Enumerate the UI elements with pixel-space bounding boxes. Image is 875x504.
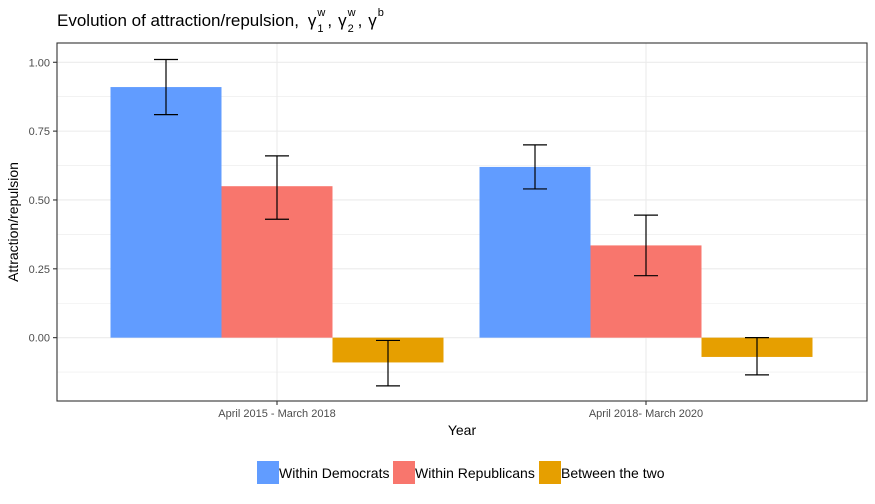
error-bar	[376, 339, 400, 387]
legend-key	[393, 461, 415, 484]
error-bar	[154, 58, 178, 116]
error-bar	[745, 337, 769, 376]
symbol-base: γ	[308, 11, 317, 30]
legend-label: Within Democrats	[279, 465, 389, 481]
symbol-subscript: 2	[348, 23, 354, 35]
symbol-subscript: 1	[317, 23, 323, 35]
legend-label: Within Republicans	[415, 465, 535, 481]
x-tick-label: April 2018- March 2020	[589, 408, 703, 420]
symbol-superscript: w	[347, 7, 356, 19]
legend-key	[257, 461, 279, 484]
y-axis: 0.00 0.25 0.50 0.75 1.00	[29, 57, 57, 345]
error-bar	[265, 155, 289, 220]
title-text: Evolution of attraction/repulsion,	[57, 11, 299, 30]
legend-label: Between the two	[561, 465, 665, 481]
symbol-base: γ	[338, 11, 347, 30]
bar	[110, 87, 222, 338]
symbol-superscript: b	[378, 7, 384, 19]
error-bar	[634, 214, 658, 277]
y-tick-label: 0.75	[29, 126, 50, 138]
legend-key	[539, 461, 561, 484]
x-axis: April 2015 - March 2018 April 2018- March…	[218, 401, 703, 420]
symbol-base: γ	[368, 11, 377, 30]
x-tick-label: April 2015 - March 2018	[218, 408, 335, 420]
error-bars	[56, 42, 868, 402]
legend: Within Democrats Within Republicans Betwee…	[257, 461, 665, 484]
title-separator: ,	[327, 11, 332, 30]
y-tick-label: 1.00	[29, 57, 50, 69]
legend-item: Within Democrats	[257, 461, 389, 484]
gamma-symbol: γ w 2,	[338, 7, 362, 35]
legend-item: Within Republicans	[393, 461, 535, 484]
chart-title: Evolution of attraction/repulsion, γ w1, γ w…	[57, 7, 384, 35]
panel-border	[56, 42, 868, 402]
bars	[110, 87, 813, 363]
title-separator: ,	[358, 11, 363, 30]
symbol-superscript: w	[316, 7, 325, 19]
y-axis-title: Attraction/repulsion	[5, 162, 21, 282]
gamma-symbol: γ w 1,	[308, 7, 332, 35]
y-tick-label: 0.00	[29, 333, 50, 345]
error-bar	[523, 144, 547, 190]
legend-item: Between the two	[539, 461, 665, 484]
x-axis-title: Year	[448, 422, 477, 438]
bar	[479, 166, 591, 338]
y-tick-label: 0.50	[29, 195, 50, 207]
y-tick-label: 0.25	[29, 264, 50, 276]
